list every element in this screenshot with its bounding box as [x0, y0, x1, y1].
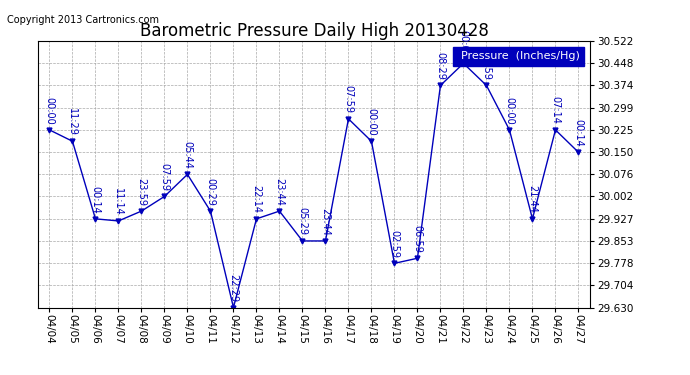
Text: 23:44: 23:44	[320, 207, 331, 236]
Text: 07:59: 07:59	[344, 85, 353, 113]
Text: 05:29: 05:29	[297, 207, 308, 236]
Text: 00:29: 00:29	[206, 178, 215, 206]
Text: 07:59: 07:59	[159, 163, 170, 191]
Text: 00:00: 00:00	[458, 30, 469, 58]
Text: 02:59: 02:59	[389, 230, 400, 258]
Text: Copyright 2013 Cartronics.com: Copyright 2013 Cartronics.com	[7, 15, 159, 25]
Text: 00:00: 00:00	[44, 97, 55, 124]
Text: 22:29: 22:29	[228, 274, 239, 302]
Text: 05:44: 05:44	[182, 141, 193, 169]
Text: 21:44: 21:44	[527, 185, 538, 213]
Text: 06:59: 06:59	[413, 225, 422, 253]
Text: 08:29: 08:29	[435, 52, 446, 80]
Text: 00:14: 00:14	[573, 119, 584, 147]
Text: 00:14: 00:14	[90, 186, 101, 213]
Legend: Pressure  (Inches/Hg): Pressure (Inches/Hg)	[453, 47, 584, 66]
Text: 06:59: 06:59	[482, 52, 491, 80]
Text: 07:14: 07:14	[551, 96, 560, 124]
Text: 11:29: 11:29	[68, 108, 77, 136]
Text: 23:44: 23:44	[275, 178, 284, 206]
Text: 11:14: 11:14	[113, 188, 124, 215]
Text: 22:14: 22:14	[251, 185, 262, 213]
Title: Barometric Pressure Daily High 20130428: Barometric Pressure Daily High 20130428	[139, 22, 489, 40]
Text: 00:00: 00:00	[366, 108, 377, 136]
Text: 00:00: 00:00	[504, 97, 515, 124]
Text: 23:59: 23:59	[137, 177, 146, 206]
